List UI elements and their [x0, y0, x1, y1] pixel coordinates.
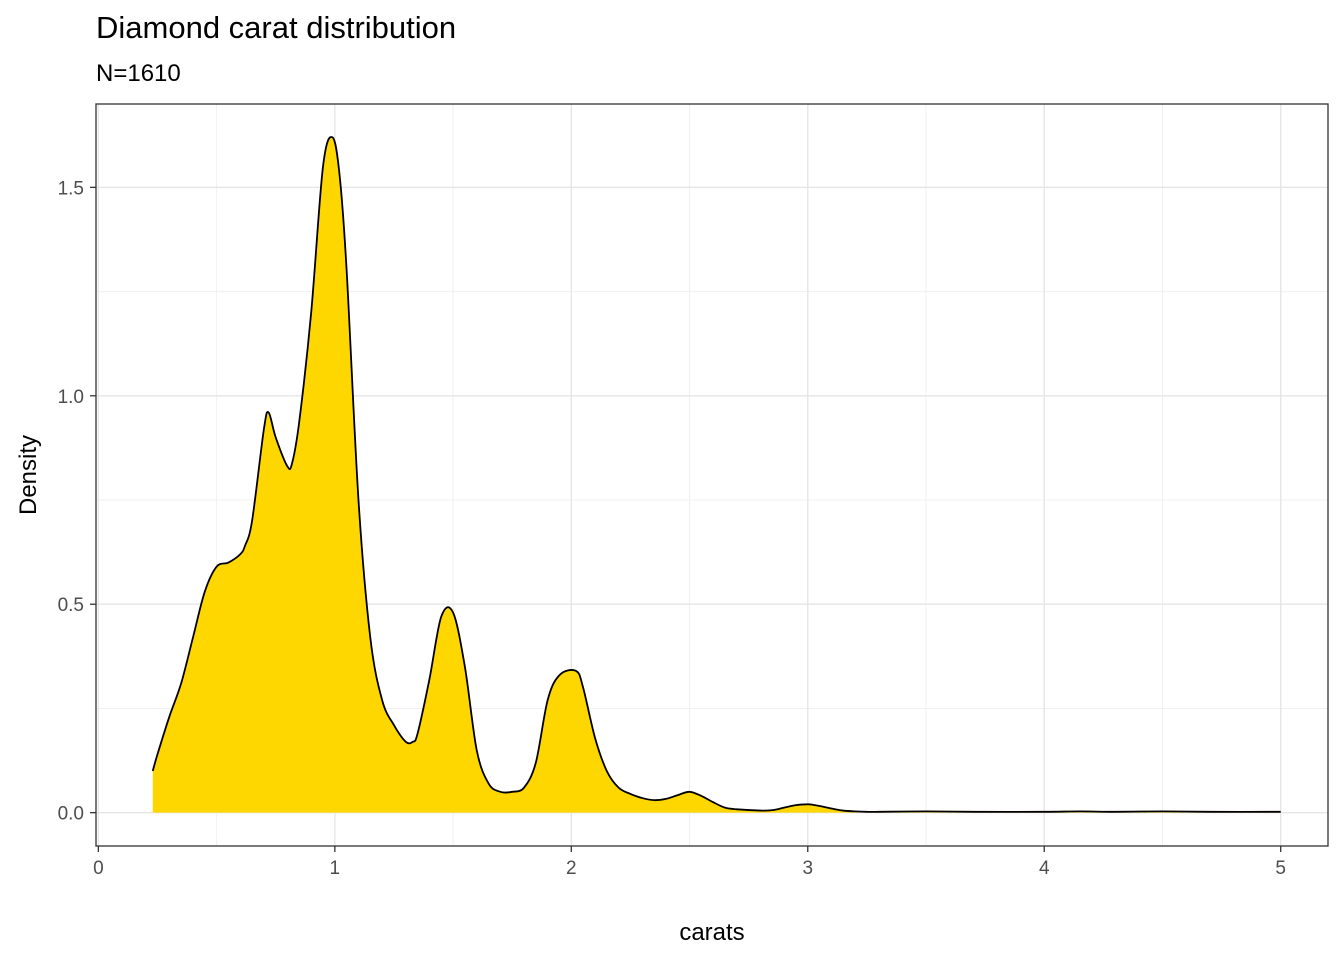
y-axis-title: Density — [15, 435, 42, 515]
y-tick-label: 1.0 — [58, 387, 84, 408]
x-tick-label: 0 — [93, 858, 104, 879]
x-tick-label: 1 — [330, 858, 341, 879]
chart-subtitle: N=1610 — [96, 60, 181, 87]
y-axis: 0.0 0.5 1.0 1.5 — [58, 178, 96, 825]
x-tick-label: 2 — [566, 858, 577, 879]
x-tick-label: 3 — [802, 858, 813, 879]
x-tick-label: 5 — [1275, 858, 1286, 879]
y-tick-label: 0.5 — [58, 595, 84, 616]
panel-border — [95, 103, 1329, 847]
x-tick-label: 4 — [1039, 858, 1050, 879]
density-area — [152, 136, 1281, 813]
density-line — [151, 136, 1281, 813]
y-tick-label: 1.5 — [58, 178, 84, 199]
chart-title: Diamond carat distribution — [96, 10, 457, 45]
x-axis-title: carats — [679, 919, 744, 946]
x-axis: 0 1 2 3 4 5 — [93, 846, 1286, 879]
y-tick-label: 0.0 — [58, 804, 84, 825]
